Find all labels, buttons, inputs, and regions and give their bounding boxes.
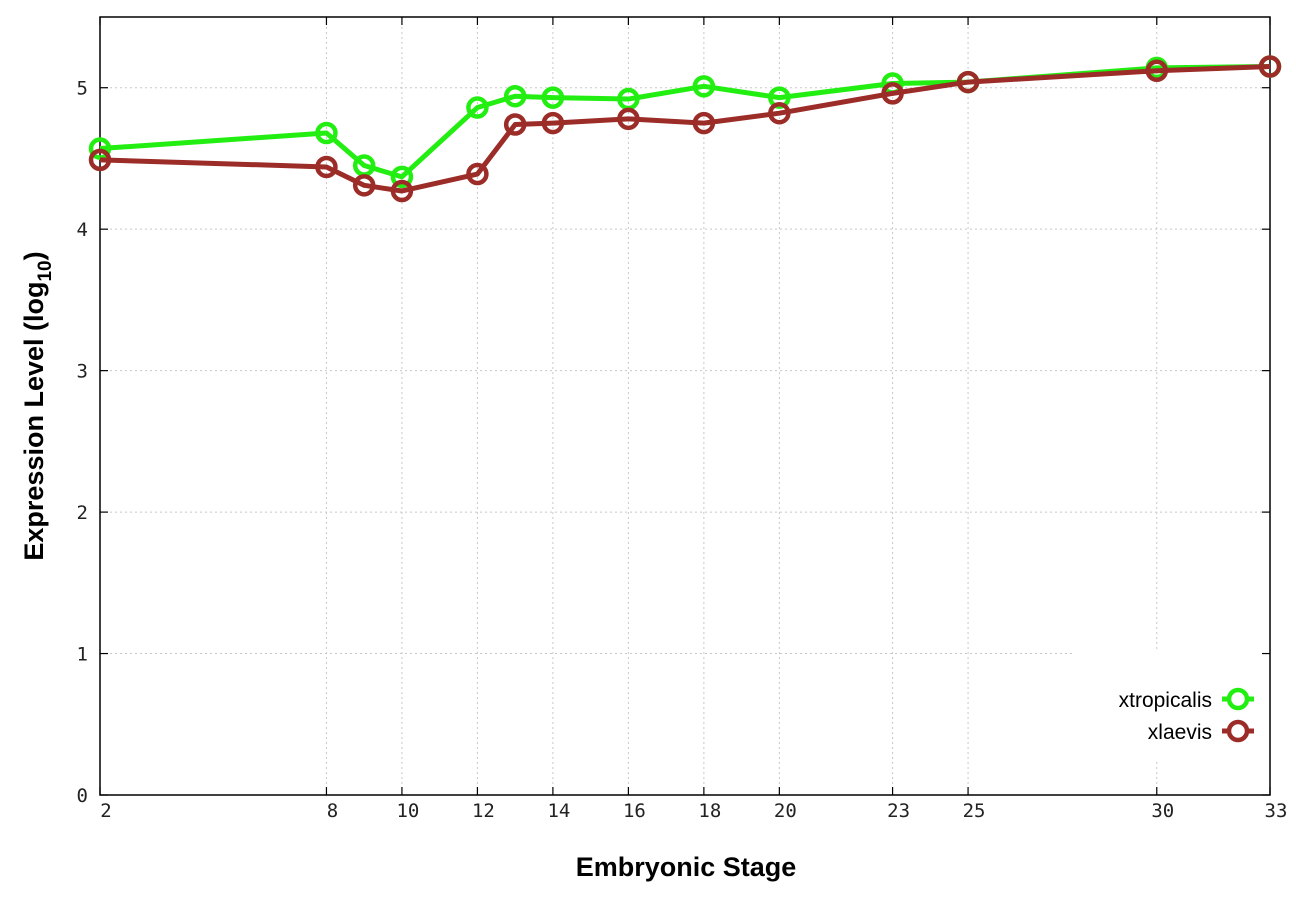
y-tick-label: 0 (77, 785, 88, 807)
x-tick-label: 20 (774, 800, 797, 822)
x-tick-label: 8 (327, 800, 338, 822)
y-axis-title-close: ) (19, 251, 49, 260)
data-point-xtropicalis (503, 84, 527, 108)
x-tick-label: 12 (472, 800, 495, 822)
grid (100, 17, 1270, 795)
data-point-xtropicalis (541, 86, 565, 109)
x-tick-label: 33 (1265, 800, 1288, 822)
y-tick-label: 5 (77, 78, 88, 100)
legend-label-xtropicalis: xtropicalis (1119, 689, 1212, 712)
data-point-xlaevis (315, 155, 338, 179)
data-point-xlaevis (617, 107, 640, 131)
x-tick-label: 18 (698, 800, 721, 822)
data-point-xtropicalis (692, 75, 716, 98)
y-tick-label: 4 (77, 219, 88, 241)
data-point-xlaevis (390, 179, 414, 203)
data-point-xlaevis (88, 148, 112, 172)
series-line-xlaevis (99, 64, 1271, 194)
x-tick-label: 16 (623, 800, 646, 822)
y-tick-label: 2 (77, 502, 88, 524)
x-tick-label: 2 (100, 800, 111, 822)
legend: xtropicalis xlaevis (1119, 687, 1254, 744)
data-point-xlaevis (352, 174, 376, 197)
data-point-xtropicalis (390, 165, 414, 189)
plot-frame (99, 16, 1271, 796)
data-point-xlaevis (768, 101, 791, 125)
x-tick-label: 30 (1151, 800, 1174, 822)
y-axis-title: Expression Level (log10) (19, 251, 56, 560)
y-axis-title-main: Expression Level (log (19, 282, 49, 561)
y-tick-label: 1 (77, 644, 88, 666)
data-point-xtropicalis (466, 96, 489, 119)
legend-marker-xlaevis (1226, 719, 1250, 743)
data-point-xtropicalis (88, 137, 112, 160)
x-tick-label: 10 (396, 800, 419, 822)
x-tick-label: 14 (547, 800, 570, 822)
data-point-xlaevis (1258, 55, 1282, 78)
x-tick-label: 23 (887, 800, 910, 822)
data-point-xlaevis (956, 70, 980, 94)
data-point-xlaevis (692, 111, 716, 135)
data-point-xlaevis (503, 113, 527, 136)
legend-label-xlaevis: xlaevis (1148, 721, 1212, 744)
x-axis-title: Embryonic Stage (576, 852, 797, 882)
data-point-xlaevis (1145, 59, 1169, 83)
series (88, 55, 1282, 203)
data-point-xtropicalis (768, 86, 791, 109)
data-point-xlaevis (466, 162, 489, 186)
data-point-xlaevis (541, 111, 565, 135)
data-point-xtropicalis (315, 121, 338, 145)
legend-marker-xtropicalis (1226, 687, 1250, 711)
y-tick-label: 3 (77, 361, 88, 383)
data-point-xlaevis (881, 82, 904, 105)
y-axis-title-subscript: 10 (35, 260, 56, 281)
x-tick-label: 25 (963, 800, 986, 822)
